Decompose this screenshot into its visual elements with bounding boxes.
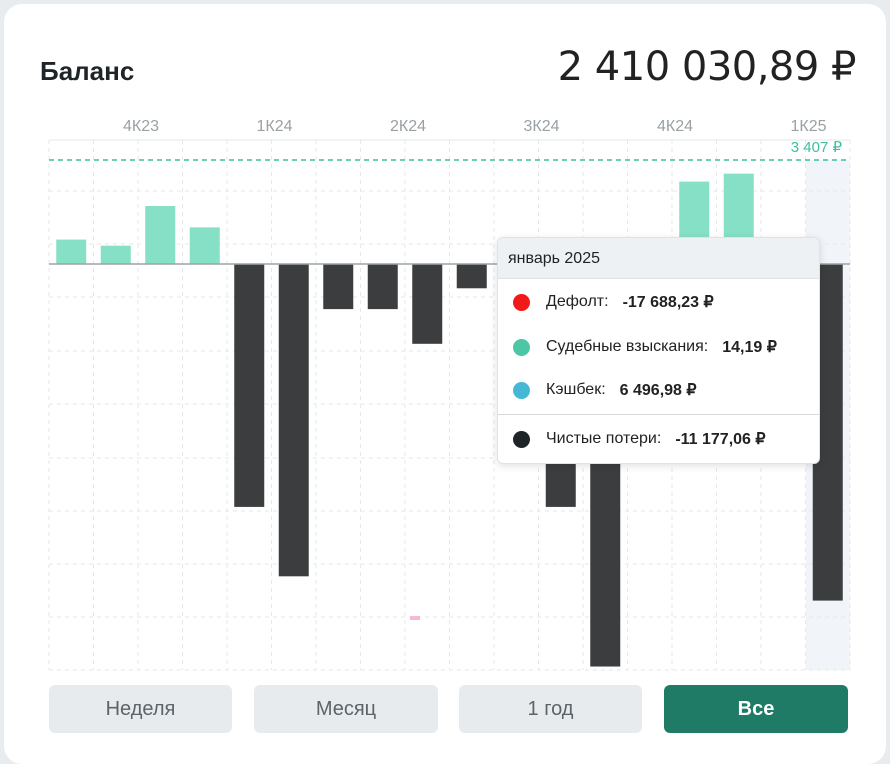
marker xyxy=(410,616,420,620)
bar xyxy=(278,264,309,577)
x-tick-label: 3К24 xyxy=(523,118,559,135)
tooltip-value: -11 177,06 ₽ xyxy=(675,431,766,448)
x-tick-label: 1К25 xyxy=(790,118,826,135)
bar xyxy=(56,239,87,264)
range-month-button[interactable]: Месяц xyxy=(254,685,438,733)
balance-amount: 2 410 030,89 ₽ xyxy=(557,44,857,90)
range-week-button[interactable]: Неделя xyxy=(49,685,232,733)
tooltip-label: Судебные взыскания: xyxy=(546,338,709,355)
net-loss-dot-icon xyxy=(513,430,530,448)
bar xyxy=(189,227,220,264)
bar xyxy=(100,245,131,264)
bar xyxy=(323,264,354,310)
default-dot-icon xyxy=(513,293,530,311)
tooltip-title: январь 2025 xyxy=(498,238,819,279)
tooltip-label: Кэшбек: xyxy=(546,381,606,398)
bar xyxy=(145,206,176,264)
range-year-button[interactable]: 1 год xyxy=(459,685,642,733)
tooltip-label: Дефолт: xyxy=(546,293,609,310)
page-title: Баланс xyxy=(40,56,135,86)
reference-line-label: 3 407 ₽ xyxy=(791,139,843,156)
tooltip-row-default: Дефолт: -17 688,23 ₽ xyxy=(513,292,714,312)
tooltip-value: 14,19 ₽ xyxy=(722,339,777,356)
bar xyxy=(412,264,443,344)
x-tick-label: 4К23 xyxy=(123,118,159,135)
chart-tooltip: январь 2025 Дефолт: -17 688,23 ₽ Судебны… xyxy=(497,237,820,464)
x-tick-label: 1К24 xyxy=(256,118,292,135)
tooltip-row-cashback: Кэшбек: 6 496,98 ₽ xyxy=(513,380,697,400)
tooltip-value: -17 688,23 ₽ xyxy=(622,294,714,311)
tooltip-label: Чистые потери: xyxy=(546,430,662,447)
recovery-dot-icon xyxy=(513,338,530,356)
tooltip-row-net-loss: Чистые потери: -11 177,06 ₽ xyxy=(513,429,766,449)
cashback-dot-icon xyxy=(513,381,530,399)
bar xyxy=(367,264,398,310)
x-tick-label: 2К24 xyxy=(390,118,426,135)
x-tick-label: 4К24 xyxy=(657,118,693,135)
tooltip-value: 6 496,98 ₽ xyxy=(619,382,697,399)
bar xyxy=(456,264,487,289)
tooltip-row-recovery: Судебные взыскания: 14,19 ₽ xyxy=(513,337,777,357)
tooltip-divider xyxy=(498,414,819,415)
range-all-button[interactable]: Все xyxy=(664,685,848,733)
bar xyxy=(234,264,265,507)
